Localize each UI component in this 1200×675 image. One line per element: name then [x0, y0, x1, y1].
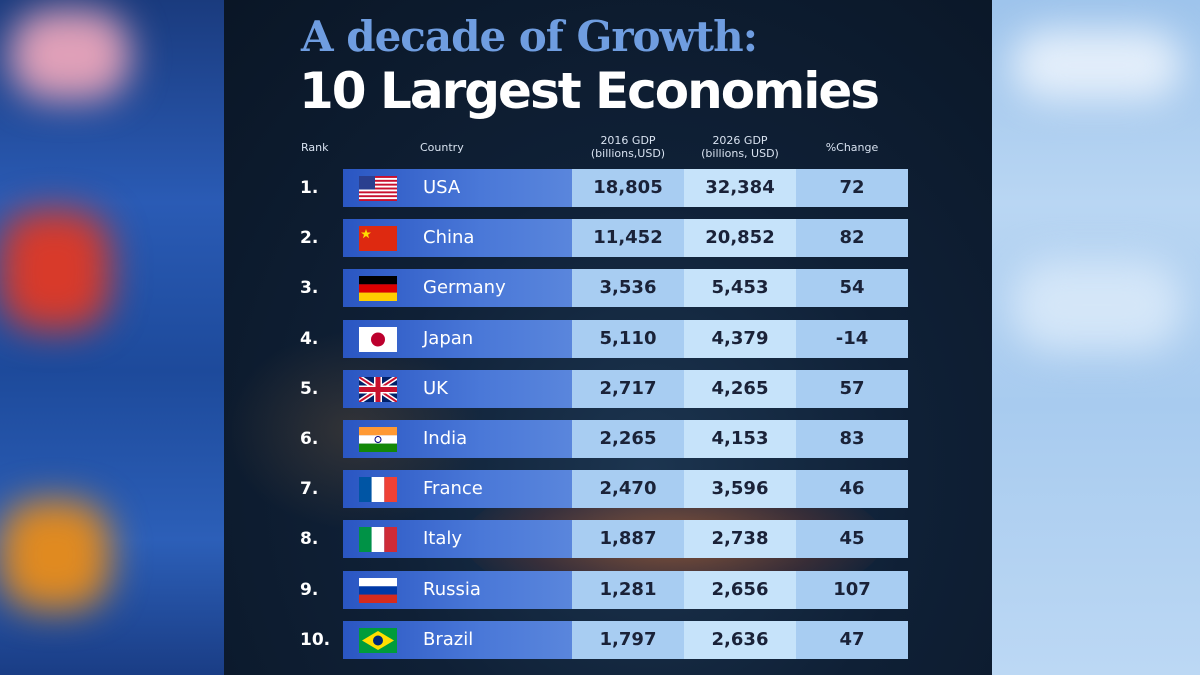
blurred-right-panel	[992, 0, 1200, 675]
gdp-2026-value: 3,596	[684, 470, 796, 509]
country-cell: Germany	[343, 269, 573, 308]
russia-flag-icon	[359, 577, 397, 603]
japan-flag-icon	[359, 326, 397, 352]
country-cell: France	[343, 470, 573, 509]
gdp-2016-value: 3,536	[572, 269, 684, 308]
country-cell: India	[343, 420, 573, 458]
rank-number: 3.	[300, 278, 319, 299]
gdp-2026-value: 4,265	[684, 369, 796, 408]
gdp-2026-value: 5,453	[684, 269, 796, 308]
gdp-2026-value: 32,384	[684, 169, 796, 207]
usa-flag-icon	[359, 176, 397, 201]
country-name: UK	[423, 377, 448, 399]
rank-number: 10.	[300, 629, 331, 650]
rank-number: 2.	[300, 228, 319, 249]
header-gdp-2016-line1: 2016 GDP	[600, 134, 656, 147]
title-line-1: A decade of Growth:	[301, 12, 758, 61]
header-rank: Rank	[301, 141, 329, 154]
gdp-2026-value: 4,153	[684, 420, 796, 458]
france-flag-icon	[359, 477, 397, 503]
header-country: Country	[420, 141, 464, 154]
country-cell: USA	[343, 169, 573, 207]
table-row: 4. Japan 5,110 4,379 -14	[224, 319, 992, 358]
gdp-2016-value: 5,110	[572, 319, 684, 358]
rank-number: 7.	[300, 479, 319, 500]
brazil-flag-icon	[359, 627, 397, 653]
country-name: Brazil	[423, 628, 474, 650]
header-gdp-2026-line2: (billions, USD)	[701, 147, 779, 160]
percent-change-value: 47	[796, 620, 908, 659]
percent-change-value: 46	[796, 470, 908, 509]
gdp-2016-value: 2,717	[572, 369, 684, 408]
country-cell: UK	[343, 369, 573, 408]
percent-change-value: 57	[796, 369, 908, 408]
rank-number: 9.	[300, 579, 319, 600]
uk-flag-icon	[359, 376, 397, 402]
gdp-2016-value: 1,887	[572, 520, 684, 559]
gdp-2026-value: 2,656	[684, 570, 796, 609]
country-name: India	[423, 428, 468, 449]
percent-change-value: 83	[796, 420, 908, 458]
rank-number: 5.	[300, 378, 319, 399]
percent-change-value: 82	[796, 219, 908, 258]
country-cell: Brazil	[343, 620, 573, 659]
gdp-2026-value: 2,636	[684, 620, 796, 659]
table-row: 9. Russia 1,281 2,656 107	[224, 570, 992, 609]
header-gdp-2026: 2026 GDP (billions, USD)	[684, 134, 796, 160]
country-name: USA	[423, 177, 461, 198]
gdp-2016-value: 2,470	[572, 470, 684, 509]
header-gdp-2016-line2: (billions,USD)	[590, 147, 666, 160]
country-name: Germany	[423, 277, 506, 299]
percent-change-value: -14	[796, 319, 908, 358]
country-cell: China	[343, 219, 573, 258]
china-flag-icon	[359, 226, 397, 252]
country-name: Italy	[423, 528, 463, 550]
gdp-2016-value: 1,281	[572, 570, 684, 609]
table-row: 8. Italy 1,887 2,738 45	[224, 520, 992, 559]
country-name: France	[423, 478, 483, 500]
percent-change-value: 107	[796, 570, 908, 609]
rank-number: 4.	[300, 328, 319, 349]
table-row: 3. Germany 3,536 5,453 54	[224, 269, 992, 308]
table-row: 10. Brazil 1,797 2,636 47	[224, 620, 992, 659]
header-gdp-2026-line1: 2026 GDP	[712, 134, 768, 147]
rank-number: 8.	[300, 529, 319, 550]
country-name: China	[423, 227, 475, 249]
blurred-left-panel	[0, 0, 224, 675]
percent-change-value: 72	[796, 169, 908, 207]
country-cell: Italy	[343, 520, 573, 559]
header-gdp-2016: 2016 GDP (billions,USD)	[572, 134, 684, 160]
table-row: 6. India 2,265 4,153 83	[224, 420, 992, 458]
rank-number: 1.	[300, 178, 319, 198]
table-row: 5. UK 2,717 4,265 57	[224, 369, 992, 408]
country-cell: Japan	[343, 319, 573, 358]
gdp-2026-value: 4,379	[684, 319, 796, 358]
header-percent-change: %Change	[825, 141, 879, 154]
infographic-panel: A decade of Growth: 10 Largest Economies…	[224, 0, 992, 675]
table-row: 2. China 11,452 20,852 82	[224, 219, 992, 258]
gdp-2026-value: 20,852	[684, 219, 796, 258]
gdp-2026-value: 2,738	[684, 520, 796, 559]
gdp-2016-value: 1,797	[572, 620, 684, 659]
rank-number: 6.	[300, 429, 319, 449]
gdp-2016-value: 11,452	[572, 219, 684, 258]
table-row: 1. USA 18,805 32,384 72	[224, 169, 992, 207]
percent-change-value: 54	[796, 269, 908, 308]
country-cell: Russia	[343, 570, 573, 609]
table-row: 7. France 2,470 3,596 46	[224, 470, 992, 509]
percent-change-value: 45	[796, 520, 908, 559]
germany-flag-icon	[359, 276, 397, 302]
country-name: Japan	[423, 327, 474, 349]
italy-flag-icon	[359, 527, 397, 553]
country-name: Russia	[423, 578, 481, 600]
india-flag-icon	[359, 427, 397, 452]
gdp-2016-value: 2,265	[572, 420, 684, 458]
gdp-2016-value: 18,805	[572, 169, 684, 207]
title-line-2: 10 Largest Economies	[299, 62, 880, 120]
